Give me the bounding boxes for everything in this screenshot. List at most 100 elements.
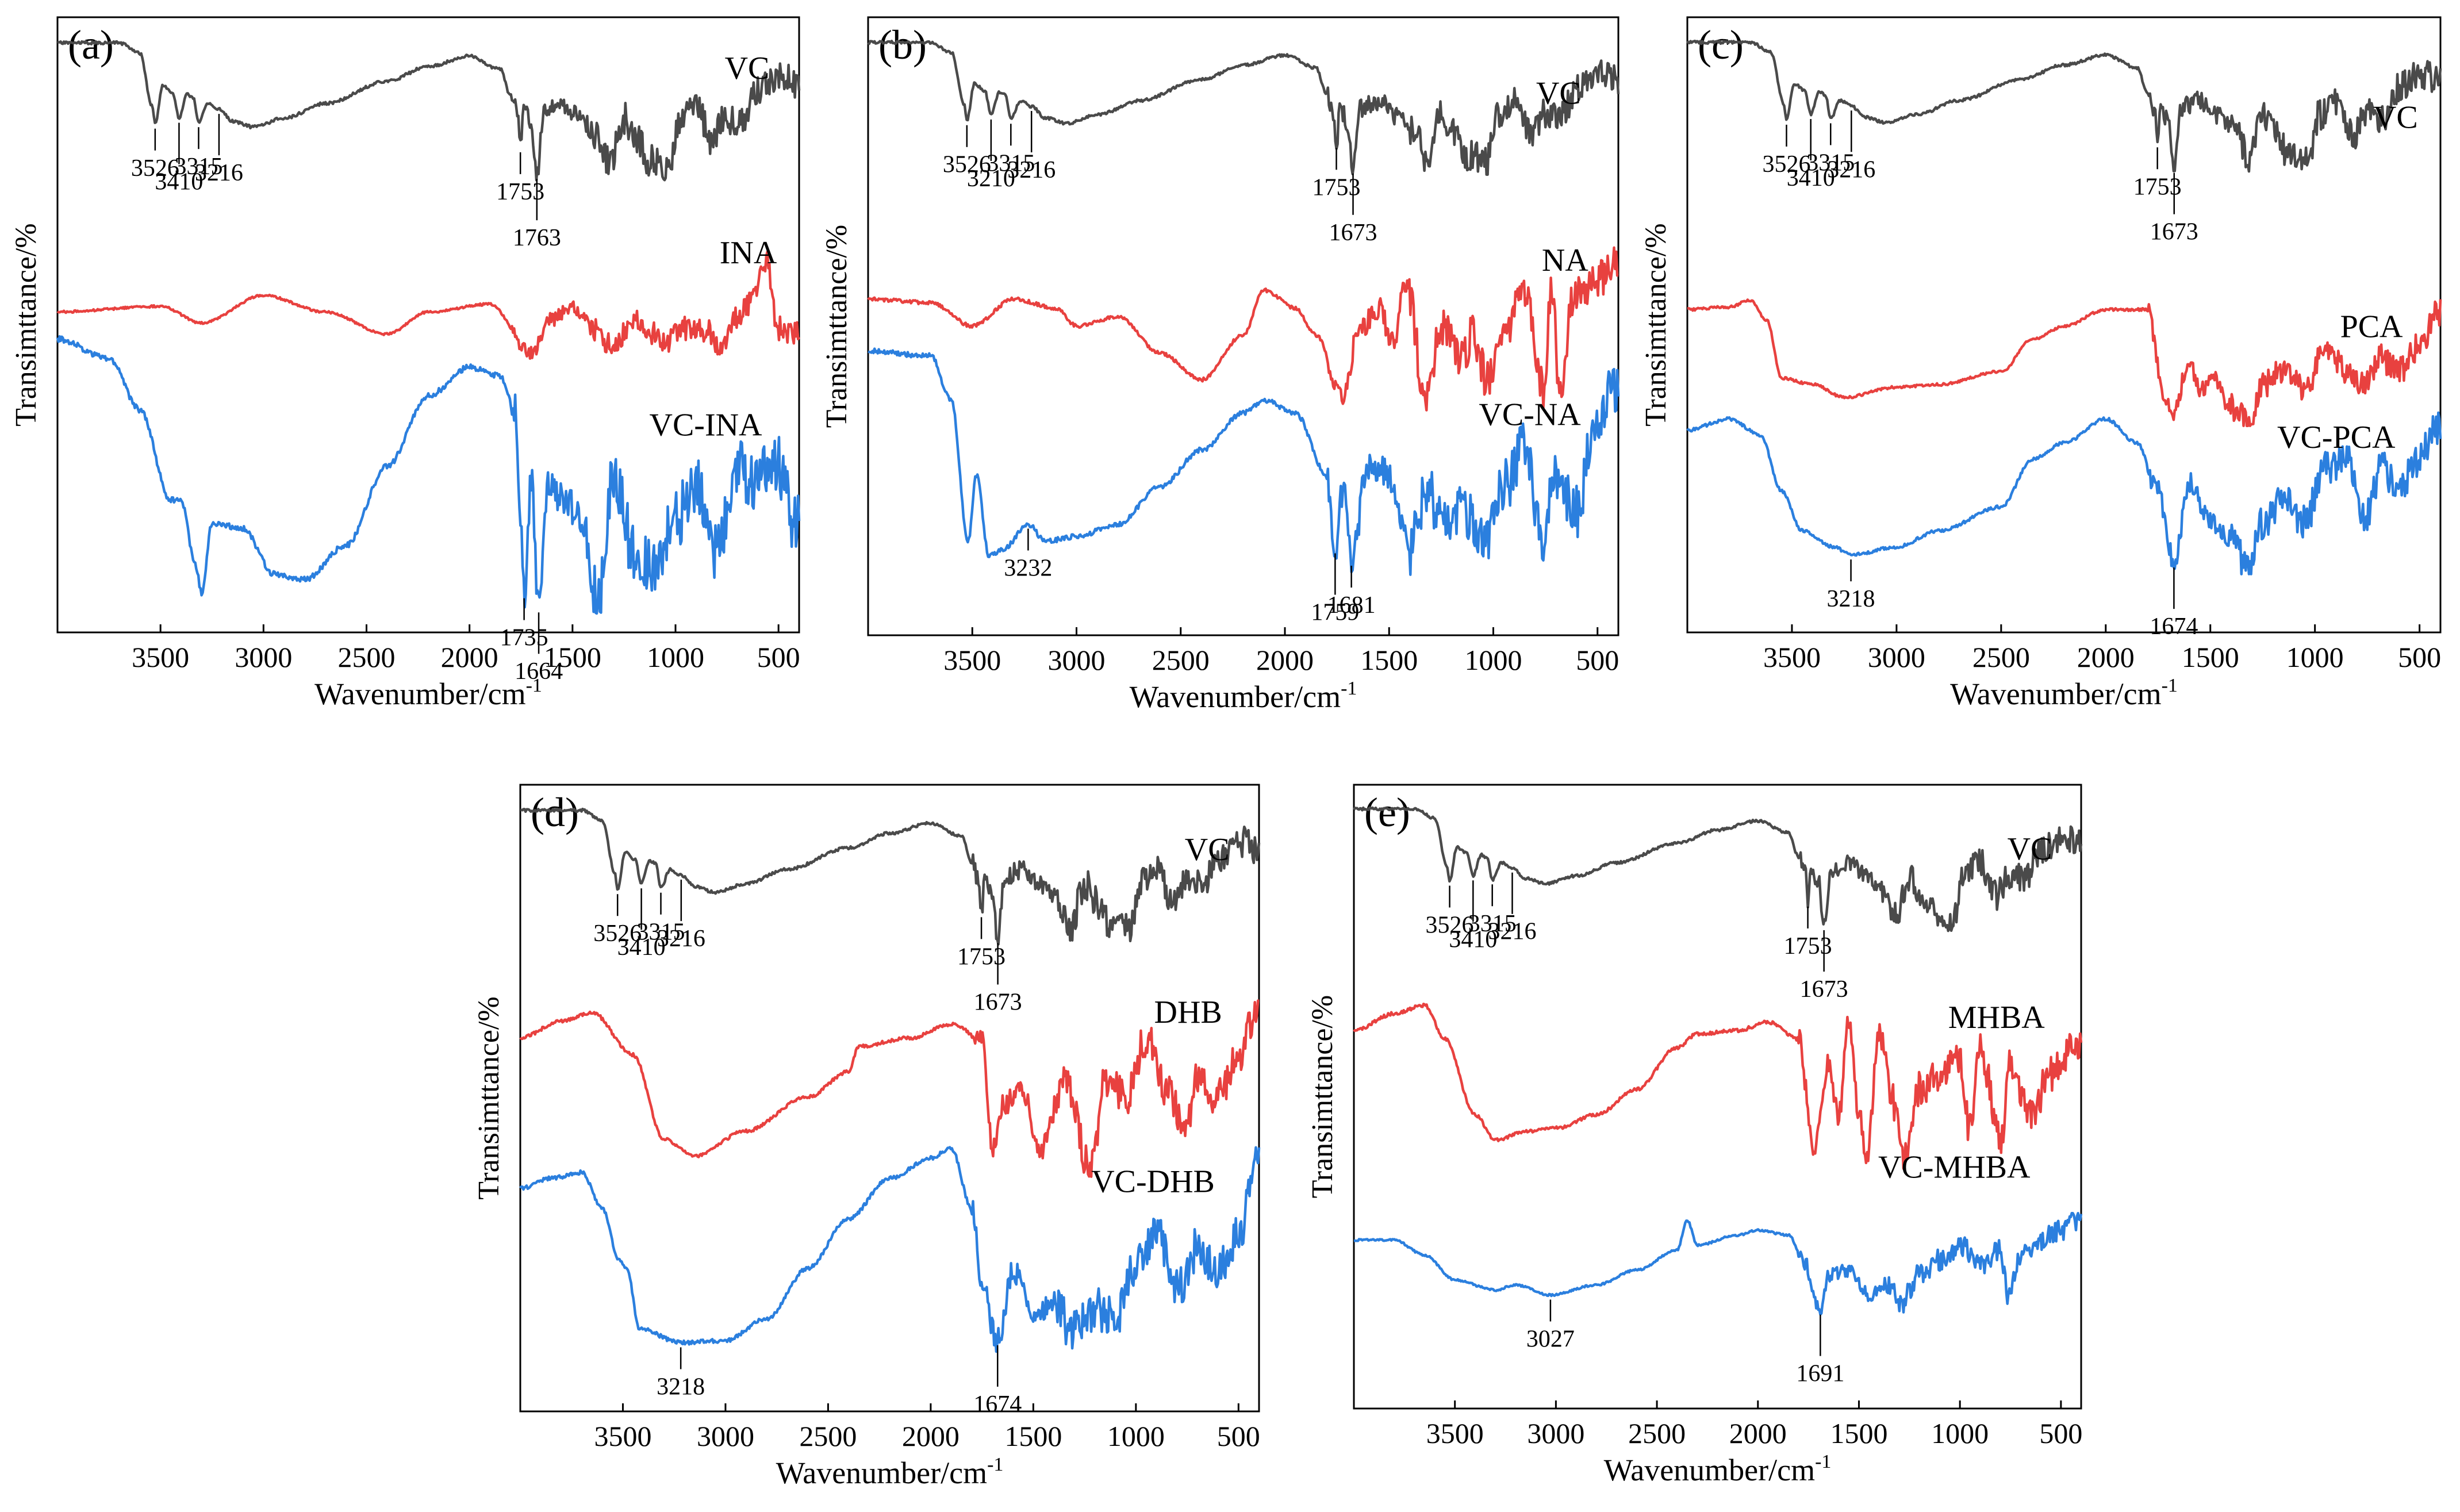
panel-label: (e) [1364, 789, 1410, 835]
peak-label: 3216 [1007, 157, 1056, 183]
x-tick-label: 3500 [1426, 1417, 1484, 1449]
x-tick-label: 500 [757, 641, 800, 673]
panel-label: (b) [878, 22, 927, 68]
peak-label: 3410 [155, 168, 203, 195]
peak-label: 1691 [1796, 1361, 1844, 1387]
plot-frame [1353, 784, 2082, 1410]
series-line-vc-pca [1686, 411, 2442, 575]
x-tick-label: 500 [2398, 641, 2441, 673]
series-line-vc-na [868, 347, 1620, 576]
series-label: VC-PCA [2277, 420, 2396, 455]
peak-label: 3216 [1488, 919, 1536, 945]
y-axis-label: Transimttance/% [820, 225, 853, 428]
peak-label: 1681 [1327, 592, 1376, 619]
series-line-vc [867, 40, 1620, 176]
series-line-vc-dhb [519, 1146, 1261, 1353]
x-tick-label: 2000 [1729, 1417, 1787, 1449]
peak-label: 1673 [1329, 220, 1377, 246]
x-tick-label: 1500 [1004, 1420, 1062, 1452]
peak-label: 3315 [637, 919, 685, 946]
x-tick-label: 3000 [1527, 1417, 1584, 1449]
panel-d: (d)3500 3000 2500 2000 1500 1000 500Wavenumber… [473, 784, 1261, 1490]
series-line-pca [1687, 298, 2442, 427]
peak-label: 3315 [987, 150, 1035, 176]
peak-label: 3526 [131, 155, 179, 182]
x-tick-label: 3000 [1048, 644, 1106, 676]
series-label: INA [720, 235, 777, 271]
peak-label: 3315 [1468, 911, 1517, 937]
peak-label: 3410 [617, 934, 666, 961]
series-label: PCA [2340, 309, 2403, 344]
x-tick-label: 500 [1217, 1420, 1260, 1452]
panel-b: (b) 3500 3000 2500 2000 1500 1000 500 Wavenumber… [820, 16, 1620, 714]
x-tick-label: 3500 [132, 641, 189, 673]
peak-label: 1674 [973, 1391, 1022, 1418]
peak-label: 1674 [2150, 613, 2198, 640]
peak-label: 3526 [1426, 912, 1474, 939]
y-axis-label: Transimttance/% [1306, 995, 1339, 1198]
peak-label: 3526 [943, 152, 991, 178]
peak-label: 3216 [195, 160, 243, 186]
plot-frame [867, 16, 1619, 636]
series-line-ina [56, 250, 800, 360]
x-tick-label: 3500 [1763, 641, 1821, 673]
peak-label: 3232 [1004, 555, 1052, 582]
x-tick-label: 2000 [902, 1420, 960, 1452]
series-label: VC [2008, 831, 2052, 867]
x-tick-label: 3500 [594, 1420, 651, 1452]
series-label: NA [1542, 243, 1588, 278]
plot-frame [519, 784, 1260, 1413]
x-tick-label: 1500 [1360, 644, 1418, 676]
peak-label: 3315 [174, 153, 222, 180]
series-label: VC [1536, 76, 1581, 112]
series-label: VC [725, 51, 770, 86]
plot-frame [56, 16, 800, 634]
x-axis-label: Wavenumber/cm-1 [776, 1454, 1004, 1490]
x-axis-label: Wavenumber/cm-1 [1950, 675, 2178, 711]
x-tick-label: 2000 [1256, 644, 1314, 676]
series-line-dhb [519, 999, 1260, 1178]
x-tick-label: 1000 [2286, 641, 2344, 673]
series-line-vc-mhba [1353, 1211, 2083, 1316]
x-tick-label: 2500 [1972, 641, 2030, 673]
series-label: VC-MHBA [1878, 1150, 2031, 1185]
x-tick-label: 2000 [441, 641, 498, 673]
peak-label: 1753 [1784, 933, 1832, 960]
x-tick-label: 3000 [235, 641, 292, 673]
x-axis-label: Wavenumber/cm-1 [314, 675, 542, 711]
peak-label: 3218 [657, 1374, 705, 1400]
x-tick-label: 2500 [338, 641, 396, 673]
peak-label: 1735 [500, 625, 548, 651]
x-axis-label: Wavenumber/cm-1 [1130, 678, 1357, 714]
series-line-vc [1353, 806, 2083, 932]
x-tick-label: 1500 [2182, 641, 2239, 673]
peak-label: 1673 [2150, 219, 2198, 245]
x-axis-label: Wavenumber/cm-1 [1604, 1451, 1832, 1487]
series-label: VC-DHB [1091, 1164, 1215, 1200]
series-line-vc [1686, 39, 2442, 173]
x-tick-label: 1000 [647, 641, 704, 673]
peak-label: 3216 [1827, 156, 1875, 183]
series-label: VC-NA [1479, 397, 1581, 433]
x-tick-label: 2500 [1628, 1417, 1686, 1449]
panel-a: (a)3500 3000 2500 2000 1500 1000 500Wavenumber… [10, 16, 801, 711]
peak-label: 3027 [1526, 1326, 1575, 1353]
x-tick-label: 3000 [697, 1420, 754, 1452]
series-line-vc [520, 807, 1261, 946]
peak-label: 3210 [967, 166, 1015, 192]
y-axis-label: Transimttance/% [10, 223, 43, 426]
series-label: MHBA [1948, 1000, 2045, 1035]
peak-label: 3315 [1806, 149, 1855, 176]
series-line-vc-ina [56, 335, 801, 615]
y-axis-label: Transimttance/% [473, 996, 505, 1199]
peak-label: 1763 [513, 225, 561, 251]
x-tick-label: 2500 [799, 1420, 857, 1452]
y-axis-label: Transimttance/% [1640, 223, 1672, 426]
x-tick-label: 1000 [1931, 1417, 1989, 1449]
series-label: VC-INA [650, 408, 763, 443]
x-tick-label: 1500 [1830, 1417, 1887, 1449]
panel-c: (c)3500 3000 2500 2000 1500 1000 500Wavenumber… [1640, 16, 2442, 711]
peak-label: 1664 [515, 658, 563, 685]
x-tick-label: 3000 [1868, 641, 1925, 673]
